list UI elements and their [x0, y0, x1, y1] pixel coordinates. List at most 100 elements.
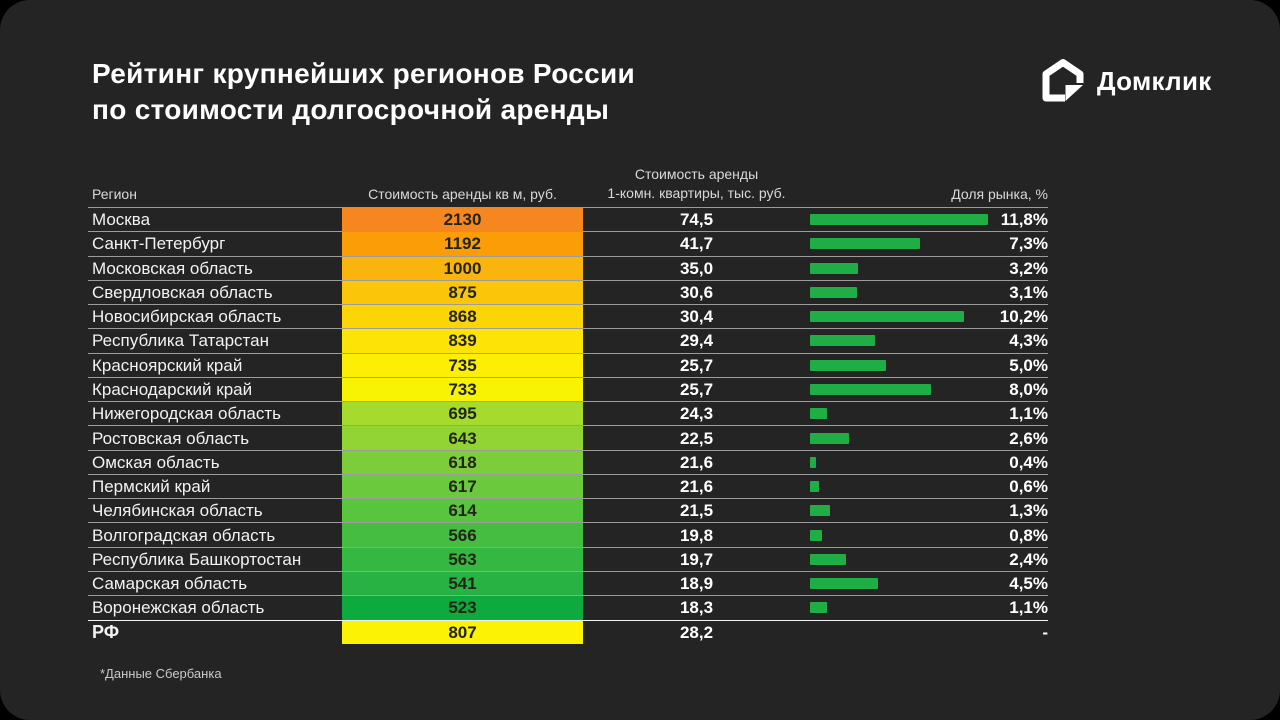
share-bar-track: [810, 596, 990, 619]
share-percent-label: 3,1%: [1009, 282, 1048, 302]
share-percent-label: -: [1042, 622, 1048, 642]
share-bar-track: [810, 451, 990, 474]
share-bar: [810, 602, 827, 614]
price-flat-value: 35,0: [679, 258, 714, 278]
table-row: Краснодарский край 733 25,7 8,0%: [88, 376, 1048, 402]
share-percent-label: 3,2%: [1009, 258, 1048, 278]
price-flat-value: 41,7: [679, 234, 714, 254]
price-sqm-value: 735: [448, 355, 477, 375]
price-flat-value: 30,6: [679, 282, 714, 302]
heat-cell: 1000: [342, 256, 583, 280]
share-bar: [810, 578, 878, 590]
region-name: Самарская область: [92, 574, 248, 594]
price-flat-value: 18,3: [679, 598, 714, 618]
share-percent-label: 10,2%: [999, 307, 1048, 327]
share-bar-track: [810, 329, 990, 352]
price-flat-value: 74,5: [679, 210, 714, 230]
table-row: Красноярский край 735 25,7 5,0%: [88, 352, 1048, 377]
domclick-logo: Домклик: [1040, 58, 1212, 104]
price-sqm-value: 695: [448, 404, 477, 424]
heat-cell: 614: [342, 499, 583, 523]
table-row: Волгоградская область 566 19,8 0,8%: [88, 522, 1048, 547]
heat-cell: 2130: [342, 208, 583, 232]
domclick-house-icon: [1040, 58, 1086, 104]
price-sqm-value: 807: [448, 622, 477, 642]
region-name: Свердловская область: [92, 282, 273, 302]
heat-cell: 733: [342, 377, 583, 402]
share-percent-label: 1,1%: [1009, 404, 1048, 424]
region-name: Новосибирская область: [92, 307, 282, 327]
share-bar-track: [810, 378, 990, 401]
share-bar-track: [810, 354, 990, 377]
heat-cell: 807: [342, 620, 583, 644]
region-name: Нижегородская область: [92, 404, 281, 424]
share-bar: [810, 286, 857, 298]
share-percent-label: 0,4%: [1009, 452, 1048, 472]
price-sqm-value: 563: [448, 549, 477, 569]
price-flat-value: 25,7: [679, 355, 714, 375]
share-percent-label: 1,3%: [1009, 501, 1048, 521]
share-bar-track: [810, 523, 990, 546]
region-name: Красноярский край: [92, 355, 243, 375]
share-percent-label: 2,6%: [1009, 428, 1048, 448]
share-bar: [810, 262, 858, 274]
price-flat-value: 19,7: [679, 549, 714, 569]
table-row: Пермский край 617 21,6 0,6%: [88, 473, 1048, 499]
price-sqm-value: 1192: [444, 234, 481, 254]
region-name: Пермский край: [92, 477, 211, 497]
price-sqm-value: 839: [448, 331, 477, 351]
share-bar: [810, 238, 920, 250]
price-flat-value: 18,9: [679, 574, 714, 594]
header-price-flat: Стоимость аренды 1-комн. квартиры, тыс. …: [583, 165, 810, 202]
share-bar-track: [810, 402, 990, 425]
share-percent-label: 0,6%: [1009, 477, 1048, 497]
share-bar: [810, 311, 964, 323]
heat-cell: 1192: [342, 232, 583, 256]
table-row: Республика Татарстан 839 29,4 4,3%: [88, 328, 1048, 353]
heat-cell: 617: [342, 474, 583, 499]
price-sqm-value: 868: [448, 307, 477, 327]
share-bar: [810, 335, 875, 347]
logo-text: Домклик: [1097, 65, 1212, 96]
price-flat-value: 22,5: [679, 428, 714, 448]
price-sqm-value: 2130: [443, 210, 482, 230]
price-flat-value: 21,6: [679, 477, 714, 497]
share-percent-label: 2,4%: [1009, 549, 1048, 569]
price-sqm-value: 566: [448, 525, 477, 545]
share-bar: [810, 408, 827, 420]
table-row: Нижегородская область 695 24,3 1,1%: [88, 401, 1048, 426]
share-percent-label: 1,1%: [1009, 598, 1048, 618]
heat-cell: 523: [342, 596, 583, 620]
heat-cell: 566: [342, 523, 583, 547]
share-bar-track: [810, 257, 990, 280]
share-bar-track: [810, 281, 990, 304]
price-sqm-value: 541: [448, 574, 477, 594]
heat-cell: 541: [342, 571, 583, 596]
share-percent-label: 7,3%: [1009, 234, 1048, 254]
share-bar-track: [810, 305, 990, 328]
price-sqm-value: 733: [448, 379, 477, 399]
header-price-flat-line1: Стоимость аренды: [634, 166, 759, 183]
region-name: Республика Башкортостан: [92, 549, 302, 569]
table-row: Республика Башкортостан 563 19,7 2,4%: [88, 546, 1048, 571]
table-row: Свердловская область 875 30,6 3,1%: [88, 279, 1048, 305]
heat-cell: 643: [342, 426, 583, 450]
share-percent-label: 0,8%: [1009, 525, 1048, 545]
table-row: Новосибирская область 868 30,4 10,2%: [88, 304, 1048, 329]
share-percent-label: 5,0%: [1009, 355, 1048, 375]
heat-cell: 735: [342, 353, 583, 377]
price-flat-value: 25,7: [679, 379, 714, 399]
regions-table: Регион Стоимость аренды кв м, руб. Стоим…: [88, 166, 1048, 644]
region-name: Ростовская область: [92, 428, 250, 448]
price-flat-value: 21,5: [679, 501, 714, 521]
price-flat-value: 21,6: [679, 452, 714, 472]
share-bar: [810, 359, 886, 371]
price-sqm-value: 618: [448, 452, 477, 472]
price-sqm-value: 523: [448, 598, 477, 618]
share-bar-track: [810, 621, 990, 644]
table-row: Челябинская область 614 21,5 1,3%: [88, 498, 1048, 523]
share-bar: [810, 214, 988, 226]
header-price-sqm: Стоимость аренды кв м, руб.: [368, 186, 557, 202]
table-body: Москва 2130 74,5 11,8% Санкт-Петербург 1…: [88, 207, 1048, 644]
